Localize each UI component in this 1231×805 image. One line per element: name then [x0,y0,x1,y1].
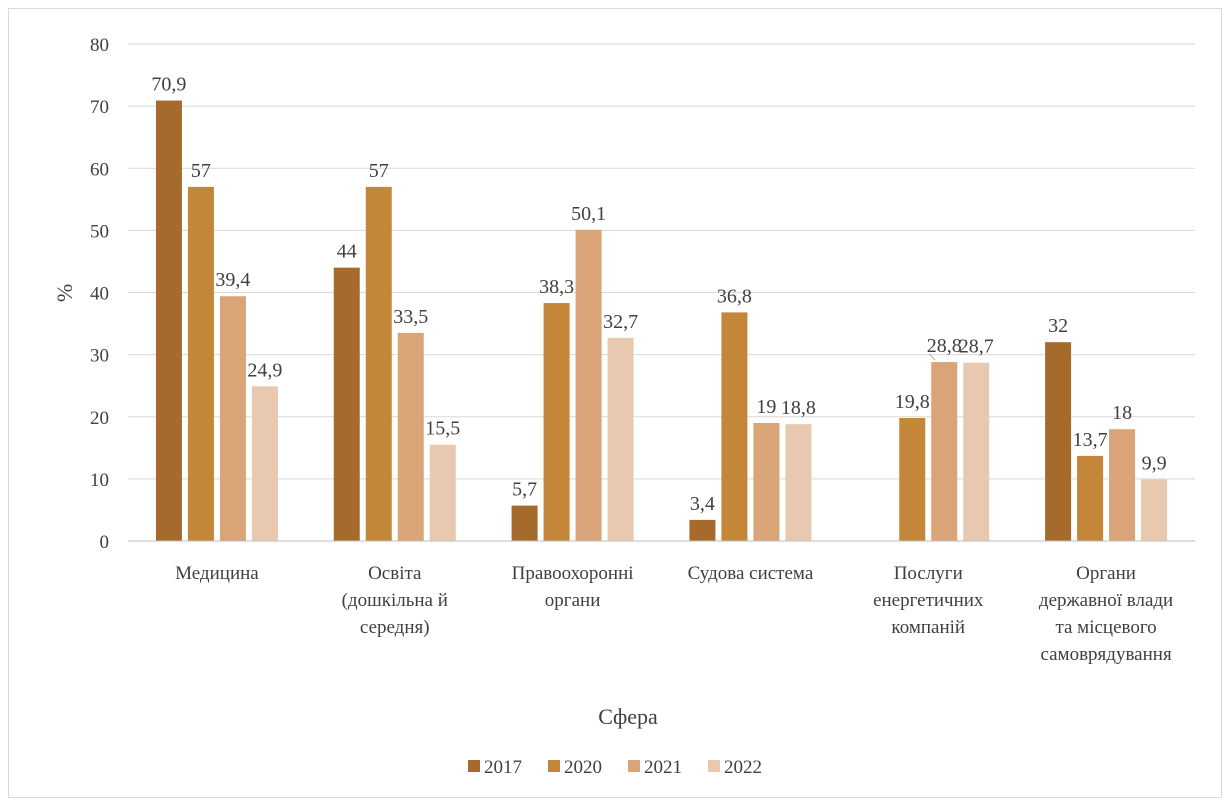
legend-label: 2020 [564,757,602,778]
y-tick-label: 60 [90,159,109,180]
x-category-label: органи [545,590,601,611]
legend-swatch-2020 [548,760,560,772]
bar-2022-3 [785,424,812,541]
data-label: 50,1 [571,203,606,225]
x-category-label: та місцевого [1055,617,1156,638]
data-label: 32 [1048,315,1068,337]
bar-2017-3 [689,519,716,541]
bar-2020-0 [187,186,214,541]
bar-2022-5 [1141,479,1168,541]
bar-2017-0 [155,100,182,541]
data-label: 39,4 [215,269,250,291]
bar-2020-5 [1077,455,1104,541]
y-tick-label: 40 [90,284,109,305]
x-category-label: самоврядування [1040,644,1171,665]
x-category-label: Освіта [368,563,422,584]
x-category-label: Органи [1076,563,1136,584]
bar-2022-0 [251,386,278,541]
data-label: 28,8 [927,335,962,357]
y-tick-label: 80 [90,35,109,56]
data-label: 28,7 [959,336,994,358]
data-label: 32,7 [603,311,638,333]
legend-label: 2017 [484,757,522,778]
legend-swatch-2021 [628,760,640,772]
data-label: 15,5 [425,418,460,440]
x-category-label: державної влади [1039,590,1173,611]
bar-2021-3 [753,422,780,541]
bar-2020-3 [721,312,748,541]
bar-2017-5 [1045,342,1072,541]
data-label: 18,8 [781,397,816,419]
data-label: 19 [756,396,776,418]
data-label: 38,3 [539,276,574,298]
bar-2021-2 [575,229,602,541]
bar-2022-4 [963,362,990,541]
data-label: 44 [337,241,357,263]
x-category-label: Послуги [894,563,963,584]
bar-2017-1 [333,267,360,541]
x-category-label: Правоохоронні [512,563,634,584]
y-tick-label: 30 [90,346,109,367]
x-axis-title: Сфера [598,704,658,729]
y-tick-label: 10 [90,470,109,491]
legend-label: 2021 [644,757,682,778]
x-category-label: Судова система [688,563,814,584]
y-axis-title: % [52,284,77,302]
legend-swatch-2022 [708,760,720,772]
bar-2017-2 [511,505,538,541]
data-label: 9,9 [1142,452,1167,474]
x-category-label: середня) [360,617,430,638]
data-label: 18 [1112,402,1132,424]
bar-2020-2 [543,303,570,541]
bar-2021-1 [397,332,424,541]
y-tick-label: 20 [90,408,109,429]
legend-label: 2022 [724,757,762,778]
y-tick-label: 50 [90,221,109,242]
data-label: 36,8 [717,285,752,307]
x-category-label: (дошкільна й [342,590,448,611]
data-label: 5,7 [512,479,537,501]
bar-2021-4 [931,362,958,541]
y-tick-label: 70 [90,97,109,118]
y-tick-label: 0 [100,532,110,553]
bar-2022-1 [429,444,456,541]
label-leader-line [928,353,936,361]
x-category-label: Медицина [175,563,259,584]
bar-2022-2 [607,337,634,541]
legend-swatch-2017 [468,760,480,772]
data-label: 57 [191,160,211,182]
data-label: 19,8 [895,391,930,413]
bar-2020-1 [365,186,392,541]
data-label: 13,7 [1073,429,1108,451]
bar-2021-5 [1109,429,1136,541]
bar-2020-4 [899,417,926,541]
data-label: 57 [369,160,389,182]
x-category-label: компаній [891,617,965,638]
x-category-label: енергетичних [873,590,984,611]
data-label: 3,4 [690,493,715,515]
data-label: 24,9 [247,359,282,381]
data-label: 70,9 [151,74,186,96]
data-label: 33,5 [393,306,428,328]
bar-2021-0 [219,296,246,541]
